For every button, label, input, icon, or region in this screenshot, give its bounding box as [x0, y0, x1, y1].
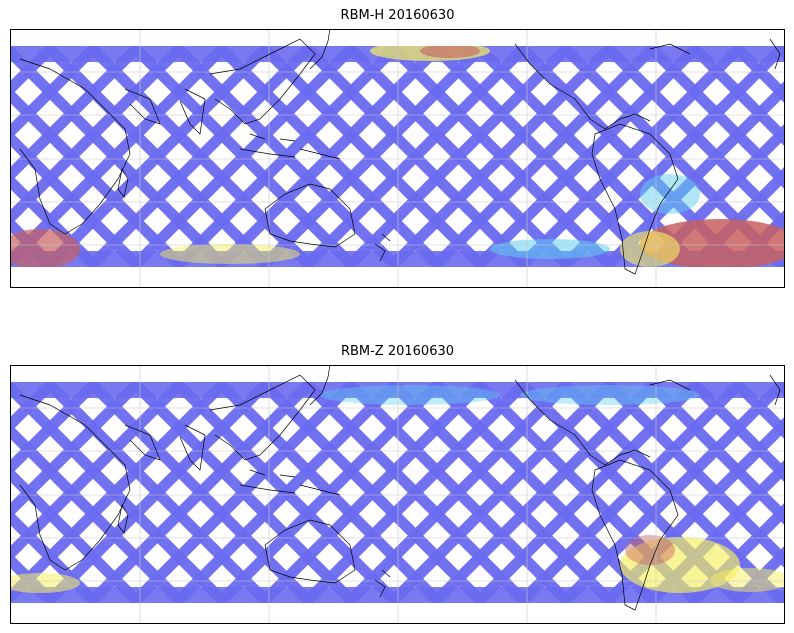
rbm-z-coastlines [19, 365, 781, 611]
swath-descending [473, 46, 702, 267]
swath-descending [10, 382, 229, 603]
swath-ascending [10, 216, 57, 267]
swath-descending [344, 46, 573, 267]
hotspot-brazil [640, 174, 700, 214]
coastline-segment [309, 365, 331, 406]
swath-descending [10, 382, 143, 519]
coastline-segment [591, 123, 679, 275]
hotspot-south-pacific [490, 239, 610, 259]
swath-descending [473, 382, 702, 603]
coastline-segment [604, 449, 651, 466]
coastline-segment [374, 569, 391, 598]
swath-descending [258, 382, 487, 603]
hotspot-south-america-edge [620, 231, 680, 267]
swath-descending [731, 545, 785, 603]
rbm-h-high-values [10, 46, 785, 267]
coastline-segment [239, 133, 341, 160]
swath-descending [86, 46, 315, 267]
swath-descending [10, 382, 186, 562]
swath-descending [10, 46, 143, 183]
swath-descending [774, 588, 785, 603]
swath-descending [86, 382, 315, 603]
swath-descending [129, 46, 358, 267]
swath-descending [129, 382, 358, 603]
swath-descending [10, 382, 57, 433]
swath-descending [10, 46, 186, 226]
rbm-h-frame [10, 29, 785, 288]
coastline-segment [19, 58, 131, 235]
swath-descending [387, 382, 616, 603]
swath-descending [430, 382, 659, 603]
swath-south-edge [10, 587, 785, 603]
swath-ascending [688, 382, 785, 483]
hotspot-north-pacific-core [420, 46, 480, 58]
swath-descending [602, 80, 785, 267]
map-panel-rbm-z [10, 365, 785, 624]
swath-descending [258, 46, 487, 267]
swath-descending [516, 382, 745, 603]
coastline-segment [117, 504, 129, 534]
coastline-segment [374, 233, 391, 262]
swath-descending [516, 46, 745, 267]
swath-descending [559, 46, 785, 267]
swath-descending [10, 382, 100, 476]
coastline-segment [124, 424, 206, 471]
hotspot-north-pacific [320, 385, 500, 405]
swath-descending [301, 382, 530, 603]
hotspot-southern-ocean [160, 244, 300, 264]
hotspot-south-africa [10, 229, 80, 267]
coastline-segment [309, 29, 331, 70]
swath-descending [387, 46, 616, 267]
coastline-segment [239, 469, 341, 496]
coastline-segment [264, 519, 356, 584]
coastline-segment [591, 459, 679, 611]
swath-ascending [688, 46, 785, 147]
coastline-segment [649, 38, 781, 70]
rbm-z-high-values [10, 385, 785, 593]
swath-descending [43, 382, 272, 603]
swath-descending [301, 46, 530, 267]
coastline-segment [209, 374, 316, 461]
hotspot-argentina [625, 535, 675, 565]
swath-descending [559, 382, 785, 603]
coastline-segment [19, 394, 131, 571]
swath-ascending [10, 552, 57, 603]
hotspot-south-atlantic [620, 537, 740, 593]
coastline-segment [209, 38, 316, 125]
rbm-h-coastlines [19, 29, 781, 275]
map-panel-rbm-h [10, 29, 785, 288]
rbm-z-frame [10, 365, 785, 624]
hotspot-south-africa [10, 573, 80, 593]
swath-descending [43, 46, 272, 267]
coastline-segment [264, 183, 356, 248]
panel-title-rbm-z: RBM-Z 20160630 [340, 344, 455, 359]
hotspot-south-atlantic-east [710, 568, 785, 592]
swath-descending [10, 46, 100, 140]
rbm-z-gridlines [10, 365, 785, 624]
coastline-segment [649, 374, 781, 406]
swath-ascending [774, 382, 785, 397]
coastline-segment [514, 379, 606, 466]
swath-ascending [731, 46, 785, 104]
swath-descending [172, 46, 401, 267]
swath-descending [172, 382, 401, 603]
swath-north-edge [10, 382, 785, 398]
coastline-segment [514, 43, 606, 130]
swath-descending [430, 46, 659, 267]
hotspot-north-atlantic [520, 385, 700, 405]
rbm-h-gridlines [10, 29, 785, 288]
swath-ascending [731, 382, 785, 440]
swath-descending [10, 46, 57, 97]
panel-title-rbm-h: RBM-H 20160630 [340, 8, 455, 23]
coastline-segment [117, 168, 129, 198]
coastline-segment [604, 113, 651, 130]
swath-descending [344, 382, 573, 603]
coastline-segment [124, 88, 206, 135]
